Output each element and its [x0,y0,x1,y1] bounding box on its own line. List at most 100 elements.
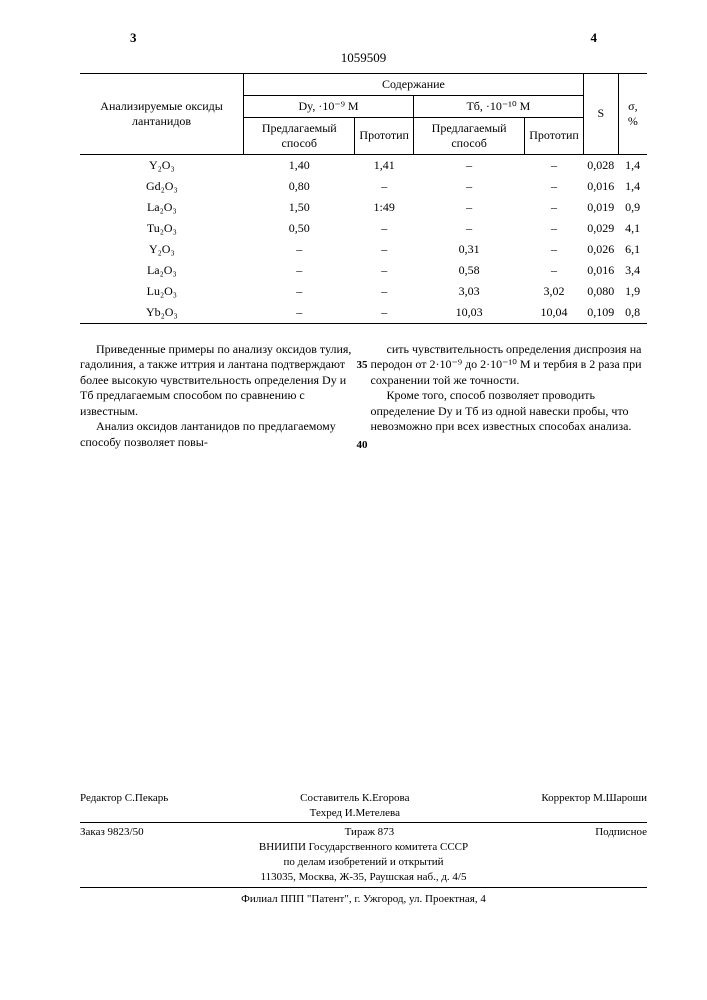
cell-dy-proposed: – [244,260,355,281]
table-row: Tu₂O₃0,50–––0,0294,1 [80,218,647,239]
compiler: Составитель К.Егорова [300,792,409,804]
cell-tb-proposed: 0,58 [413,260,524,281]
cell-oxide: Gd₂O₃ [80,176,244,197]
table-row: Y₂O₃1,401,41––0,0281,4 [80,154,647,176]
cell-dy-proto: – [355,176,414,197]
cell-tb-proto: 3,02 [525,281,584,302]
editor: Редактор С.Пекарь [80,791,168,821]
cell-oxide: Tu₂O₃ [80,218,244,239]
cell-s: 0,016 [583,176,618,197]
cell-sigma: 1,9 [618,281,647,302]
page-right: 4 [591,30,598,46]
cell-dy-proposed: – [244,302,355,324]
table-row: Y₂O₃––0,31–0,0266,1 [80,239,647,260]
para-right-1: сить чувствительность определения диспро… [371,342,648,389]
cell-tb-proto: – [525,176,584,197]
cell-tb-proto: – [525,218,584,239]
cell-s: 0,026 [583,239,618,260]
cell-tb-proto: – [525,260,584,281]
th-analyzed: Анализируемые оксиды лантанидов [80,73,244,154]
cell-sigma: 1,4 [618,154,647,176]
cell-dy-proto: – [355,302,414,324]
table-row: La₂O₃––0,58–0,0163,4 [80,260,647,281]
para-right-2: Кроме того, способ позволяет проводить о… [371,388,648,435]
cell-tb-proposed: – [413,176,524,197]
cell-dy-proto: – [355,260,414,281]
cell-dy-proposed: 0,50 [244,218,355,239]
th-s: S [583,73,618,154]
cell-dy-proto: – [355,239,414,260]
cell-dy-proposed: – [244,239,355,260]
colophon: Редактор С.Пекарь Составитель К.Егорова … [80,791,647,907]
page-left: 3 [130,30,137,46]
cell-dy-proto: – [355,218,414,239]
org-line-2: по делам изобретений и открытий [283,856,443,868]
cell-s: 0,016 [583,260,618,281]
table-row: Yb₂O₃––10,0310,040,1090,8 [80,302,647,324]
branch: Филиал ППП "Патент", г. Ужгород, ул. Про… [241,893,486,905]
th-tb: Tб, ·10⁻¹⁰ М [413,95,583,117]
cell-sigma: 3,4 [618,260,647,281]
cell-tb-proposed: 0,31 [413,239,524,260]
cell-tb-proto: – [525,239,584,260]
th-dy-proposed: Предлагаемый способ [244,117,355,154]
cell-tb-proposed: – [413,218,524,239]
cell-sigma: 4,1 [618,218,647,239]
left-column: Приведенные примеры по анализу оксидов т… [80,342,357,451]
results-table: Анализируемые оксиды лантанидов Содержан… [80,73,647,324]
line-number-40: 40 [357,438,368,452]
cell-oxide: La₂O₃ [80,197,244,218]
cell-s: 0,109 [583,302,618,324]
address: 113035, Москва, Ж-35, Раушская наб., д. … [261,871,467,883]
th-dy: Dy, ·10⁻⁹ М [244,95,414,117]
cell-s: 0,028 [583,154,618,176]
cell-tb-proposed: – [413,154,524,176]
cell-s: 0,019 [583,197,618,218]
cell-tb-proposed: 3,03 [413,281,524,302]
org-line-1: ВНИИПИ Государственного комитета СССР [259,841,468,853]
cell-oxide: Lu₂O₃ [80,281,244,302]
cell-tb-proto: – [525,197,584,218]
cell-dy-proposed: 1,50 [244,197,355,218]
right-column: 35 40 сить чувствительность определения … [371,342,648,451]
cell-oxide: Y₂O₃ [80,154,244,176]
cell-dy-proposed: 0,80 [244,176,355,197]
cell-tb-proposed: – [413,197,524,218]
cell-dy-proposed: 1,40 [244,154,355,176]
cell-sigma: 0,9 [618,197,647,218]
cell-tb-proposed: 10,03 [413,302,524,324]
th-content: Содержание [244,73,584,95]
cell-tb-proto: – [525,154,584,176]
table-row: Lu₂O₃––3,033,020,0801,9 [80,281,647,302]
cell-oxide: Yb₂O₃ [80,302,244,324]
cell-tb-proto: 10,04 [525,302,584,324]
techred: Техред И.Метелева [310,807,400,819]
para-left-1: Приведенные примеры по анализу оксидов т… [80,342,357,420]
cell-s: 0,029 [583,218,618,239]
th-tb-proposed: Предлагаемый способ [413,117,524,154]
body-columns: Приведенные примеры по анализу оксидов т… [80,342,647,451]
cell-dy-proposed: – [244,281,355,302]
line-number-35: 35 [357,358,368,372]
corrector: Корректор М.Шароши [541,791,647,821]
cell-oxide: Y₂O₃ [80,239,244,260]
para-left-2: Анализ оксидов лантанидов по предлагаемо… [80,419,357,450]
cell-sigma: 6,1 [618,239,647,260]
th-dy-proto: Прототип [355,117,414,154]
cell-dy-proto: 1,41 [355,154,414,176]
cell-dy-proto: 1:49 [355,197,414,218]
table-row: La₂O₃1,501:49––0,0190,9 [80,197,647,218]
subscription: Подписное [595,825,647,840]
order: Заказ 9823/50 [80,825,144,840]
th-sigma: σ, % [618,73,647,154]
tirazh: Тираж 873 [345,825,395,840]
cell-sigma: 1,4 [618,176,647,197]
table-row: Gd₂O₃0,80–––0,0161,4 [80,176,647,197]
cell-s: 0,080 [583,281,618,302]
cell-oxide: La₂O₃ [80,260,244,281]
cell-sigma: 0,8 [618,302,647,324]
th-tb-proto: Прототип [525,117,584,154]
document-id: 1059509 [80,50,647,66]
page-numbers: 3 4 [80,30,647,46]
cell-dy-proto: – [355,281,414,302]
